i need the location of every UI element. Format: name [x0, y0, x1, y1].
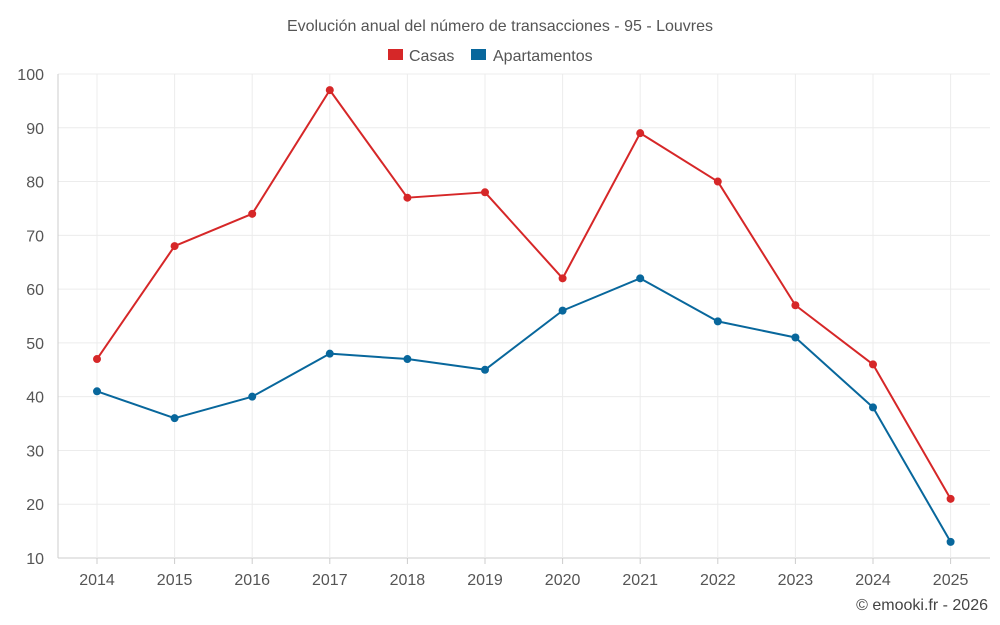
- data-point-casas[interactable]: [946, 494, 955, 503]
- y-tick-label: 70: [26, 228, 44, 245]
- data-point-apartamentos[interactable]: [170, 414, 179, 423]
- series: [93, 86, 955, 546]
- legend-swatch-casas: [388, 49, 403, 60]
- y-tick-label: 20: [26, 497, 44, 514]
- y-axis: 10 20 30 40 50 60 70 80 90 100: [17, 67, 59, 568]
- legend-label-casas: Casas: [409, 48, 454, 65]
- x-tick-label: 2015: [157, 572, 193, 589]
- legend-swatch-apartamentos: [471, 49, 486, 60]
- y-tick-label: 60: [26, 282, 44, 299]
- data-point-apartamentos[interactable]: [93, 387, 101, 396]
- data-point-apartamentos[interactable]: [558, 306, 567, 315]
- x-tick-label: 2016: [234, 572, 270, 589]
- data-point-casas[interactable]: [558, 274, 567, 283]
- x-tick-label: 2024: [855, 572, 891, 589]
- x-tick-label: 2023: [778, 572, 814, 589]
- data-point-apartamentos[interactable]: [325, 349, 334, 358]
- legend-item-apartamentos[interactable]: Apartamentos: [471, 48, 593, 65]
- y-tick-label: 90: [26, 121, 44, 138]
- credit-text: © emooki.fr - 2026: [856, 597, 988, 614]
- data-point-casas[interactable]: [325, 86, 334, 95]
- x-tick-label: 2020: [545, 572, 581, 589]
- data-point-apartamentos[interactable]: [791, 333, 800, 342]
- data-point-apartamentos[interactable]: [636, 274, 645, 283]
- y-tick-label: 10: [26, 551, 44, 568]
- data-point-apartamentos[interactable]: [946, 537, 955, 546]
- legend: Casas Apartamentos: [388, 48, 593, 65]
- data-point-casas[interactable]: [713, 177, 722, 186]
- chart-title: Evolución anual del número de transaccio…: [287, 18, 713, 35]
- data-point-apartamentos[interactable]: [248, 392, 257, 401]
- data-point-apartamentos[interactable]: [869, 403, 877, 412]
- x-tick-label: 2017: [312, 572, 348, 589]
- gridlines: [58, 73, 990, 559]
- y-tick-label: 80: [26, 175, 44, 192]
- y-tick-label: 50: [26, 336, 44, 353]
- x-axis: 2014 2015 2016 2017 2018 2019 2020 2021 2022 2023…: [79, 558, 968, 589]
- series-line-casas: [96, 89, 952, 500]
- x-tick-label: 2021: [622, 572, 658, 589]
- data-point-casas[interactable]: [869, 360, 877, 369]
- y-tick-label: 40: [26, 390, 44, 407]
- data-point-apartamentos[interactable]: [403, 355, 412, 364]
- data-point-casas[interactable]: [170, 242, 179, 251]
- x-tick-label: 2019: [467, 572, 503, 589]
- data-point-casas[interactable]: [93, 355, 101, 364]
- data-point-apartamentos[interactable]: [481, 365, 489, 374]
- x-tick-label: 2018: [390, 572, 426, 589]
- x-tick-label: 2025: [933, 572, 969, 589]
- data-point-apartamentos[interactable]: [713, 317, 722, 326]
- legend-item-casas[interactable]: Casas: [388, 48, 454, 65]
- y-tick-label: 30: [26, 443, 44, 460]
- x-tick-label: 2014: [79, 572, 115, 589]
- data-point-casas[interactable]: [481, 188, 489, 197]
- series-line-apartamentos: [96, 277, 952, 543]
- x-tick-label: 2022: [700, 572, 736, 589]
- data-point-casas[interactable]: [403, 193, 412, 202]
- data-point-casas[interactable]: [636, 129, 645, 138]
- data-point-casas[interactable]: [791, 301, 800, 310]
- data-point-casas[interactable]: [248, 209, 257, 218]
- y-tick-label: 100: [17, 67, 44, 84]
- legend-label-apartamentos: Apartamentos: [493, 48, 593, 65]
